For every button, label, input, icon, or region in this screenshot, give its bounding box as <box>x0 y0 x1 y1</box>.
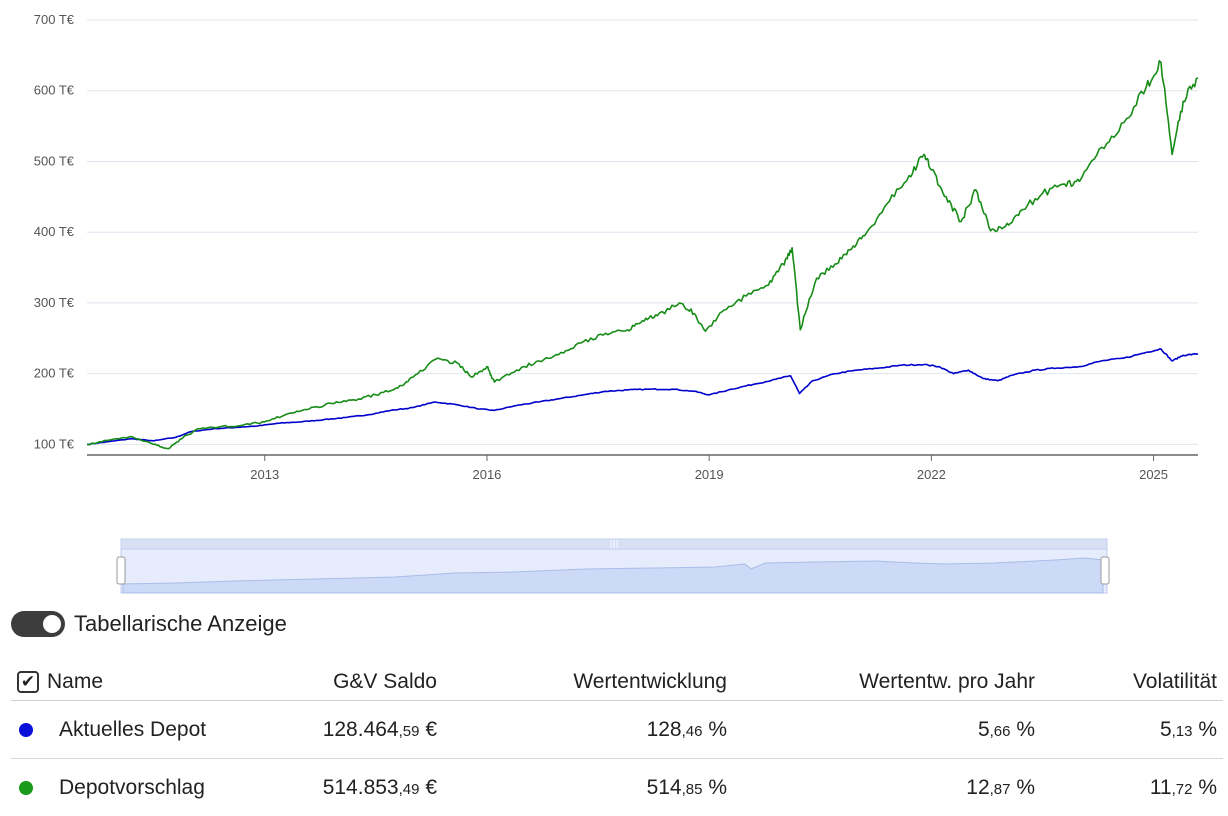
navigator-left-handle[interactable] <box>117 557 125 584</box>
series-color-dot <box>19 723 33 737</box>
y-tick-label: 700 T€ <box>34 12 75 27</box>
row-wertentwicklung: 128,46 % <box>437 701 727 759</box>
toggle-knob <box>43 615 61 633</box>
table-row[interactable]: Depotvorschlag 514.853,49 € 514,85 % 12,… <box>11 759 1223 816</box>
toggle-label: Tabellarische Anzeige <box>74 611 287 637</box>
row-wert-pro-jahr: 12,87 % <box>727 759 1035 816</box>
y-tick-label: 100 T€ <box>34 436 75 451</box>
row-volatilitaet: 11,72 % <box>1035 759 1223 816</box>
x-tick-label: 2025 <box>1139 467 1168 482</box>
x-tick-label: 2016 <box>472 467 501 482</box>
y-tick-label: 400 T€ <box>34 224 75 239</box>
x-tick-label: 2013 <box>250 467 279 482</box>
header-volatilitaet[interactable]: Volatilität <box>1035 664 1223 701</box>
y-tick-label: 600 T€ <box>34 83 75 98</box>
header-saldo[interactable]: G&V Saldo <box>247 664 437 701</box>
results-table: ✔ Name G&V Saldo Wertentwicklung Wertent… <box>11 664 1223 816</box>
range-navigator[interactable]: ||| <box>115 536 1115 598</box>
table-view-toggle-row: Tabellarische Anzeige <box>11 606 287 642</box>
table-row[interactable]: Aktuelles Depot 128.464,59 € 128,46 % 5,… <box>11 701 1223 759</box>
line-chart: 100 T€ 200 T€ 300 T€ 400 T€ 500 T€ 600 T€ 700 … <box>0 0 1228 500</box>
x-tick-label: 2019 <box>695 467 724 482</box>
y-tick-label: 300 T€ <box>34 295 75 310</box>
series-line <box>87 349 1198 445</box>
header-wert-pro-jahr[interactable]: Wertentw. pro Jahr <box>727 664 1035 701</box>
performance-chart: 100 T€ 200 T€ 300 T€ 400 T€ 500 T€ 600 T€ 700 … <box>0 0 1228 500</box>
series-color-dot <box>19 781 33 795</box>
select-all-checkbox[interactable]: ✔ <box>17 671 39 693</box>
table-header-row: ✔ Name G&V Saldo Wertentwicklung Wertent… <box>11 664 1223 701</box>
y-tick-label: 500 T€ <box>34 153 75 168</box>
row-wert-pro-jahr: 5,66 % <box>727 701 1035 759</box>
row-saldo: 128.464,59 € <box>247 701 437 759</box>
row-name: Aktuelles Depot <box>47 718 206 741</box>
row-volatilitaet: 5,13 % <box>1035 701 1223 759</box>
header-name[interactable]: Name <box>47 664 247 701</box>
row-saldo: 514.853,49 € <box>247 759 437 816</box>
navigator-right-handle[interactable] <box>1101 557 1109 584</box>
table-view-toggle[interactable] <box>11 611 65 637</box>
header-wertentwicklung[interactable]: Wertentwicklung <box>437 664 727 701</box>
x-tick-label: 2022 <box>917 467 946 482</box>
row-name: Depotvorschlag <box>47 776 205 799</box>
header-select-all[interactable]: ✔ <box>11 664 47 701</box>
y-tick-label: 200 T€ <box>34 366 75 381</box>
row-wertentwicklung: 514,85 % <box>437 759 727 816</box>
